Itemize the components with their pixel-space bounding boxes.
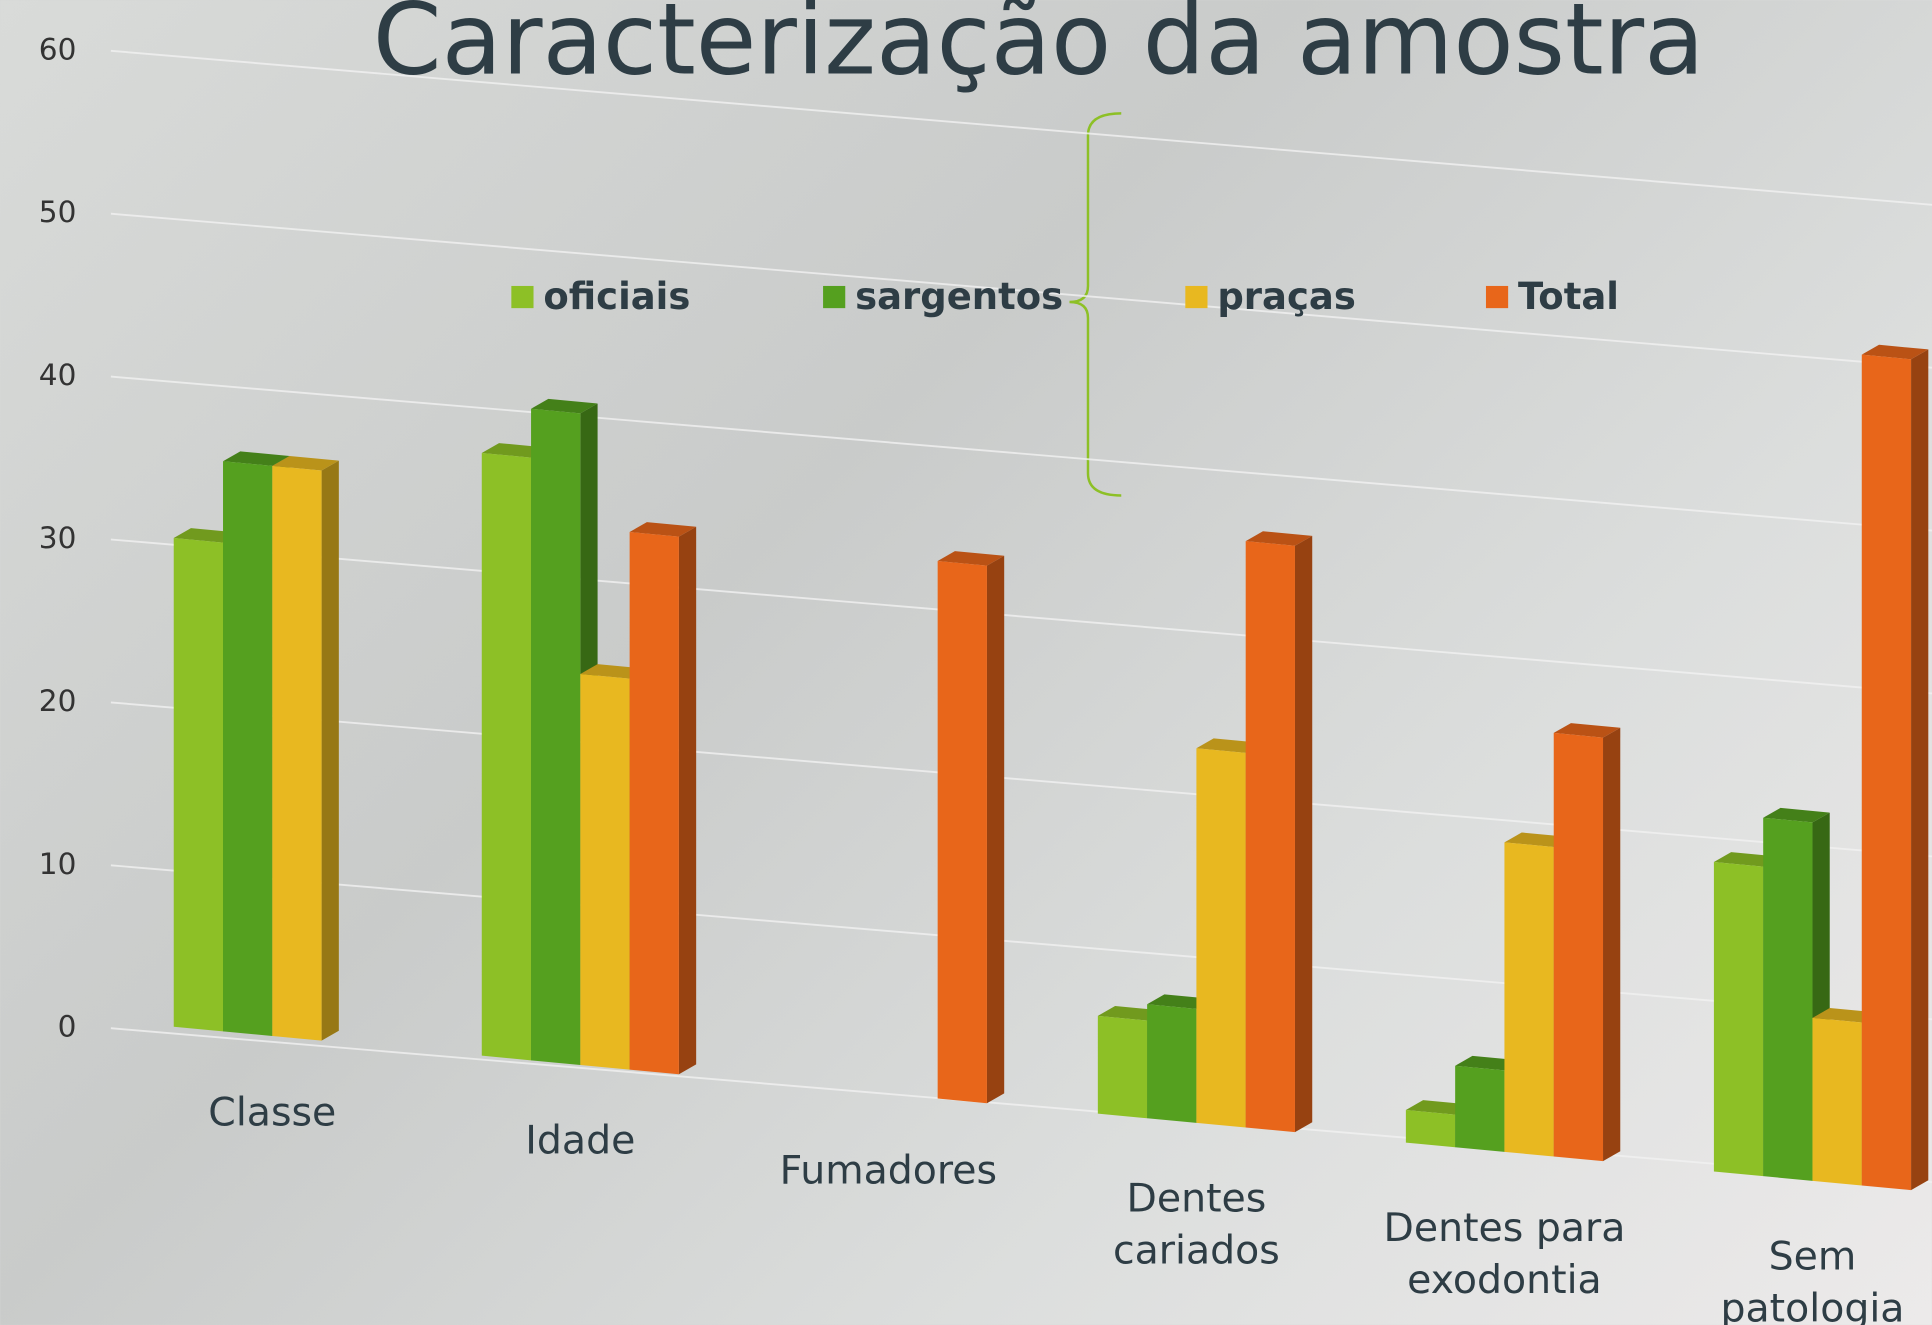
bars: [173, 344, 1929, 1191]
grid-line: [110, 538, 1932, 695]
bar-side: [321, 460, 339, 1041]
bar: [1405, 1110, 1456, 1148]
chart-title: Caracterização da amostra: [373, 0, 1705, 98]
y-tick-label: 40: [39, 358, 77, 392]
y-tick-label: 60: [39, 32, 77, 66]
legend: oficiais sargentos praças Total: [511, 275, 1619, 318]
x-tick-label: Fumadores: [779, 1145, 998, 1193]
bar: [1245, 541, 1295, 1133]
y-tick-label: 0: [58, 1010, 77, 1044]
y-tick-label: 20: [39, 684, 77, 718]
bar-top: [531, 398, 598, 414]
bar-side: [1294, 535, 1313, 1133]
bar: [1097, 1015, 1148, 1119]
grid: 0 10 20 30 40 50 60: [39, 32, 1932, 1184]
x-tick-label: Dentes para exodontia: [1383, 1203, 1626, 1303]
x-tick-label-box: Idade: [525, 1116, 636, 1164]
bar: [272, 465, 322, 1041]
bar: [937, 560, 987, 1104]
bar-side: [986, 555, 1005, 1104]
bar-top: [1763, 807, 1830, 823]
bar: [1504, 842, 1554, 1157]
bar: [1861, 354, 1912, 1191]
bar-side: [1911, 349, 1929, 1191]
x-tick-label: Classe: [208, 1087, 337, 1135]
legend-label: praças: [1217, 275, 1355, 318]
bar-top: [223, 451, 290, 466]
bar-top: [937, 551, 1005, 566]
bar: [1553, 732, 1604, 1162]
bar: [481, 452, 532, 1061]
bar: [629, 532, 679, 1075]
x-tick-label-box: Dentes cariados: [1112, 1174, 1280, 1274]
grid-line: [110, 1027, 1932, 1184]
bar: [1763, 817, 1813, 1181]
legend-swatch: [1485, 285, 1509, 309]
legend-label: oficiais: [543, 275, 690, 318]
grid-line: [110, 212, 1932, 369]
y-tick-label: 10: [39, 847, 77, 881]
bar-top: [1861, 344, 1929, 360]
x-tick-label-box: Dentes para exodontia: [1383, 1203, 1626, 1303]
x-tick-label-box: Sem patologia: [1720, 1232, 1905, 1325]
grid-line: [110, 864, 1932, 1021]
x-tick-label-box: Fumadores: [779, 1145, 998, 1193]
bar: [1713, 862, 1764, 1177]
bar-top: [1553, 723, 1621, 738]
bar: [531, 408, 581, 1065]
grid-line: [110, 49, 1932, 206]
legend-swatch: [823, 285, 846, 309]
grid-line: [110, 701, 1932, 858]
legend-swatch: [511, 285, 534, 309]
x-tick-label-box: Classe: [208, 1087, 337, 1135]
grid-line: [110, 375, 1932, 532]
x-tick-label: Idade: [525, 1116, 636, 1164]
bar: [1812, 1017, 1862, 1186]
bar-side: [1603, 727, 1621, 1162]
bar: [1147, 1004, 1197, 1123]
bar: [173, 538, 224, 1032]
bar-top: [272, 455, 339, 471]
legend-swatch: [1185, 285, 1208, 309]
bar-side: [678, 526, 697, 1075]
bar: [223, 461, 273, 1036]
bar: [580, 673, 630, 1070]
bar-top: [1245, 531, 1313, 546]
y-tick-label: 30: [39, 521, 77, 555]
x-tick-label: Dentes cariados: [1112, 1174, 1280, 1274]
bracket: [1069, 112, 1122, 497]
y-tick-label: 50: [39, 195, 77, 229]
bar-top: [629, 522, 697, 537]
x-tick-label: Sem patologia: [1720, 1232, 1905, 1325]
legend-label: sargentos: [855, 275, 1063, 318]
bar: [1196, 748, 1246, 1128]
bar: [1455, 1065, 1505, 1152]
legend-label: Total: [1518, 275, 1619, 318]
